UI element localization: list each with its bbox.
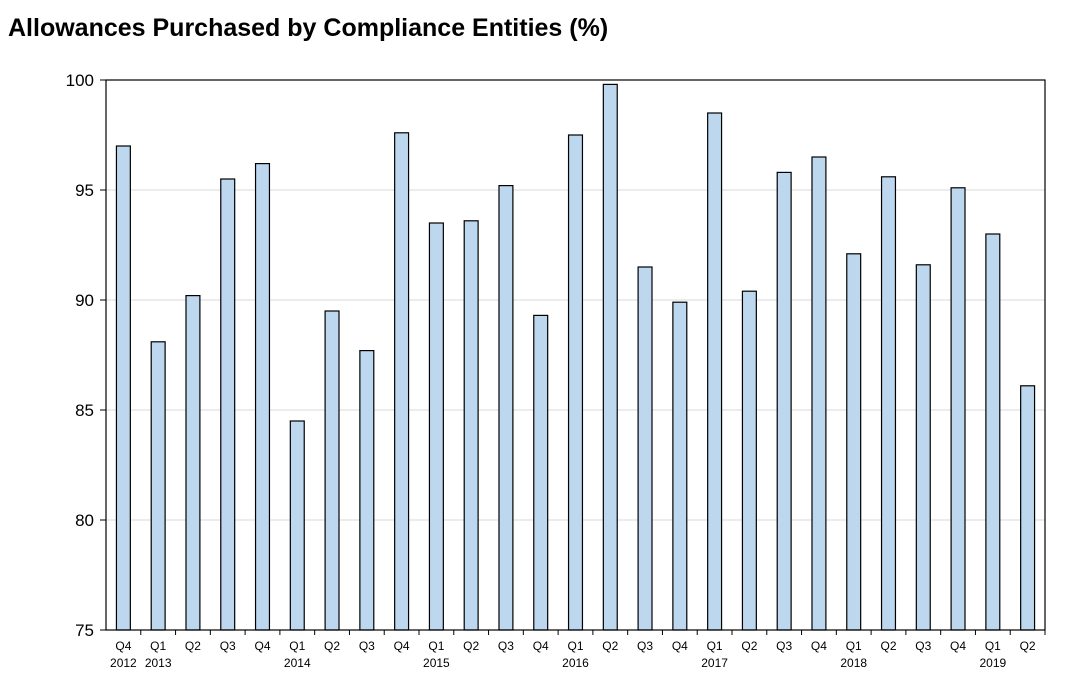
y-tick-label: 80: [75, 511, 94, 530]
x-tick-label-quarter: Q2: [324, 639, 340, 653]
x-tick-label-quarter: Q1: [567, 639, 583, 653]
x-tick-label-quarter: Q2: [602, 639, 618, 653]
y-tick-label: 100: [66, 71, 94, 90]
x-tick-label-quarter: Q1: [289, 639, 305, 653]
bar: [811, 156, 827, 631]
x-tick-label-quarter: Q2: [741, 639, 757, 653]
x-tick-label-quarter: Q3: [915, 639, 931, 653]
x-tick-label-quarter: Q3: [637, 639, 653, 653]
x-tick-label-quarter: Q2: [463, 639, 479, 653]
bar: [776, 171, 792, 631]
x-tick-label-year: 2014: [284, 656, 311, 670]
x-tick-label-quarter: Q3: [498, 639, 514, 653]
bar: [880, 176, 897, 631]
bar: [567, 134, 584, 631]
chart-title: Allowances Purchased by Compliance Entit…: [8, 14, 609, 42]
bar: [672, 301, 688, 631]
bar: [289, 420, 305, 631]
x-tick-label-quarter: Q2: [1020, 639, 1036, 653]
bar: [428, 222, 444, 631]
bar: [463, 220, 479, 631]
bar: [602, 83, 618, 631]
x-tick-label-quarter: Q4: [115, 639, 131, 653]
bar: [846, 253, 862, 631]
y-tick-label: 95: [75, 181, 94, 200]
plot-area-frame: [105, 79, 1046, 631]
bar: [950, 187, 966, 631]
x-tick-label-year: 2016: [562, 656, 589, 670]
x-tick-label-quarter: Q1: [150, 639, 166, 653]
bar: [359, 350, 375, 631]
bar: [985, 233, 1001, 631]
x-tick-label-quarter: Q4: [394, 639, 410, 653]
x-tick-label-year: 2018: [840, 656, 867, 670]
x-tick-label-quarter: Q3: [776, 639, 792, 653]
x-tick-label-quarter: Q4: [672, 639, 688, 653]
x-tick-label-quarter: Q1: [707, 639, 723, 653]
bar: [324, 310, 340, 631]
bar: [498, 185, 514, 631]
bar: [637, 266, 653, 631]
x-axis: Q4 2012 Q1 2013 Q2 Q3 Q4 Q1 2014 Q2 Q3 Q4 Q1 2015 Q2 Q3…: [110, 630, 1046, 670]
x-tick-label-quarter: Q4: [811, 639, 827, 653]
x-tick-label-quarter: Q2: [185, 639, 201, 653]
x-tick-label-quarter: Q4: [254, 639, 270, 653]
x-tick-label-year: 2015: [423, 656, 450, 670]
y-tick-label: 75: [75, 621, 94, 640]
x-tick-label-quarter: Q3: [220, 639, 236, 653]
y-axis: 75 80 85 90 95 100: [66, 71, 106, 640]
y-tick-label: 90: [75, 291, 94, 310]
bar: [394, 132, 410, 631]
x-tick-label-quarter: Q1: [428, 639, 444, 653]
bar: [1020, 385, 1036, 631]
y-tick-label: 85: [75, 401, 94, 420]
bar: [220, 178, 236, 631]
bar: [185, 295, 201, 631]
x-tick-label-quarter: Q1: [846, 639, 862, 653]
x-tick-label-year: 2019: [979, 656, 1006, 670]
x-tick-label-quarter: Q1: [985, 639, 1001, 653]
x-tick-label-quarter: Q2: [880, 639, 896, 653]
x-tick-label-quarter: Q4: [950, 639, 966, 653]
bar: [115, 145, 131, 631]
bar: [915, 264, 931, 631]
x-tick-label-year: 2017: [701, 656, 728, 670]
x-tick-label-year: 2012: [110, 656, 137, 670]
bar: [533, 314, 549, 631]
x-tick-label-quarter: Q3: [359, 639, 375, 653]
x-tick-label-quarter: Q4: [533, 639, 549, 653]
bar: [707, 112, 723, 631]
bar: [254, 163, 271, 631]
bar: [150, 341, 166, 631]
bar-series: [115, 83, 1036, 631]
bar: [741, 290, 757, 631]
x-tick-label-year: 2013: [145, 656, 172, 670]
